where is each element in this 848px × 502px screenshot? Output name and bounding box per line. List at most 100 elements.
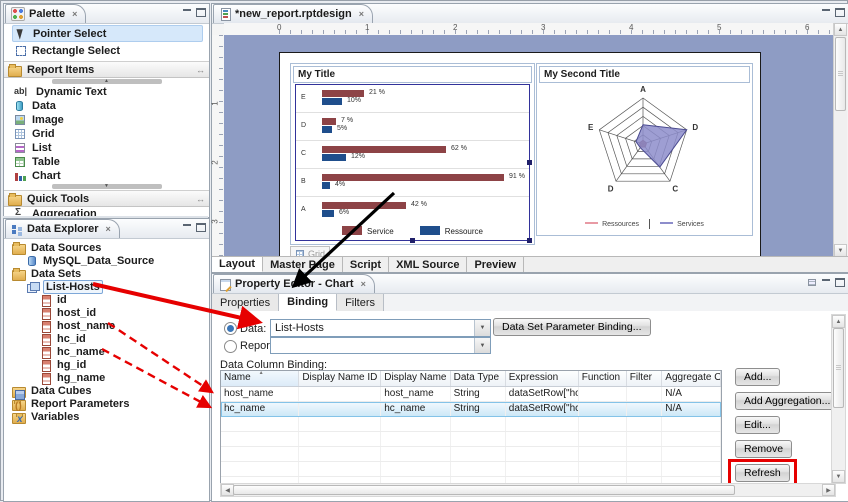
close-icon[interactable]: ×: [360, 278, 366, 289]
selection-handle[interactable]: [409, 238, 415, 243]
close-icon[interactable]: ×: [72, 8, 78, 19]
scroll-thumb[interactable]: [233, 485, 735, 495]
tree-item[interactable]: Data Sets: [4, 267, 209, 281]
column-header[interactable]: Display Name: [381, 371, 451, 386]
bar-chart-element[interactable]: My Title E 21 % 10% D 7 % 5% C 62 % 12% B 91 % 4% A 4…: [290, 63, 535, 245]
report-item-combo[interactable]: ▼: [270, 337, 491, 354]
chevron-down-icon[interactable]: ▼: [474, 338, 490, 353]
tree-item[interactable]: Variables: [4, 410, 209, 424]
tab-refresh[interactable]: Refresh: [735, 464, 790, 482]
property-editor-tab[interactable]: Property Editor - Chart ×: [213, 274, 375, 293]
palette-item[interactable]: Grid: [4, 127, 209, 141]
minimize-icon[interactable]: [821, 8, 831, 17]
pin-icon[interactable]: ↔: [196, 64, 205, 75]
maximize-icon[interactable]: [196, 8, 206, 17]
tab-edit[interactable]: Edit...: [735, 416, 780, 434]
maximize-icon[interactable]: [835, 8, 845, 17]
radar-chart-element[interactable]: My Second Title A D C D E Ressources Services: [536, 63, 753, 236]
selection-handle[interactable]: [527, 238, 532, 243]
pin-icon[interactable]: ↔: [196, 193, 205, 204]
tab-preview[interactable]: Preview: [467, 257, 525, 272]
tree-item[interactable]: Data Cubes: [4, 384, 209, 400]
scroll-thumb[interactable]: [833, 328, 844, 408]
report-item-radio[interactable]: [224, 340, 237, 353]
tab-add[interactable]: Add...: [735, 368, 781, 386]
editor-vertical-scrollbar[interactable]: ▲ ▼: [833, 23, 847, 257]
tab-layout[interactable]: Layout: [212, 257, 264, 272]
selection-handle[interactable]: [527, 159, 532, 165]
close-icon[interactable]: ×: [358, 8, 365, 19]
scroll-right-icon[interactable]: ▶: [822, 484, 835, 496]
column-header[interactable]: Data Type: [451, 371, 506, 386]
maximize-icon[interactable]: [196, 223, 206, 232]
tab-add-aggregation[interactable]: Add Aggregation...: [735, 392, 840, 410]
palette-item[interactable]: Data: [4, 99, 209, 113]
view-menu-icon[interactable]: [807, 278, 817, 287]
report-canvas[interactable]: My Title E 21 % 10% D 7 % 5% C 62 % 12% B 91 % 4% A 4…: [224, 35, 834, 257]
palette-item[interactable]: List: [4, 141, 209, 155]
close-icon[interactable]: ×: [105, 223, 111, 234]
column-header[interactable]: Name ▴: [221, 371, 300, 386]
tree-item[interactable]: List-Hosts: [4, 279, 209, 294]
editor-file-tab[interactable]: *new_report.rptdesign ×: [213, 4, 374, 23]
column-header[interactable]: Aggregate On: [662, 371, 721, 386]
column-header[interactable]: Display Name ID: [299, 371, 382, 386]
scroll-up-strip[interactable]: ▲: [4, 78, 209, 85]
minimize-icon[interactable]: [821, 278, 831, 287]
property-horizontal-scrollbar[interactable]: ◀ ▶: [220, 483, 836, 497]
maximize-icon[interactable]: [835, 278, 845, 287]
scroll-down-icon[interactable]: ▼: [832, 470, 845, 483]
tab-binding[interactable]: Binding: [279, 294, 338, 311]
tree-item[interactable]: hc_id: [4, 332, 209, 346]
tree-item[interactable]: host_name: [4, 319, 209, 333]
tab-xml-source[interactable]: XML Source: [389, 257, 468, 272]
palette-item[interactable]: Dynamic Text: [4, 85, 209, 99]
minimize-icon[interactable]: [182, 223, 192, 232]
tree-item[interactable]: hg_name: [4, 371, 209, 385]
report-page[interactable]: My Title E 21 % 10% D 7 % 5% C 62 % 12% B 91 % 4% A 4…: [279, 52, 761, 257]
data-column-binding-table[interactable]: Name ▴ Display Name ID Display Name Data Typ…: [220, 370, 722, 493]
chevron-down-icon[interactable]: ▼: [474, 320, 490, 336]
tab-properties[interactable]: Properties: [212, 294, 280, 311]
tree-item[interactable]: hg_id: [4, 358, 209, 372]
tree-item[interactable]: host_id: [4, 306, 209, 320]
panel-sash[interactable]: [3, 216, 208, 218]
table-row[interactable]: [221, 462, 721, 477]
column-header[interactable]: Function: [579, 371, 627, 386]
table-row[interactable]: host_namehost_nameStringdataSetRow["ho..…: [221, 387, 721, 402]
tree-item[interactable]: Report Parameters: [4, 397, 209, 411]
palette-tool[interactable]: Pointer Select: [12, 25, 203, 42]
palette-tab[interactable]: Palette ×: [5, 4, 87, 23]
palette-tool[interactable]: Rectangle Select: [12, 43, 203, 58]
data-explorer-tab[interactable]: Data Explorer ×: [5, 219, 120, 238]
palette-item[interactable]: Image: [4, 113, 209, 127]
scroll-down-strip[interactable]: ▼: [4, 183, 209, 190]
data-set-combo[interactable]: List-Hosts ▼: [270, 319, 491, 337]
column-header[interactable]: Expression: [506, 371, 579, 386]
section-report-items[interactable]: Report Items ↔: [4, 61, 209, 78]
minimize-icon[interactable]: [182, 8, 192, 17]
table-row[interactable]: [221, 417, 721, 432]
tab-remove[interactable]: Remove: [735, 440, 793, 458]
palette-item[interactable]: Table: [4, 155, 209, 169]
scroll-up-icon[interactable]: ▲: [832, 315, 845, 328]
tab-filters[interactable]: Filters: [337, 294, 385, 311]
tree-item[interactable]: hc_name: [4, 345, 209, 359]
table-row[interactable]: [221, 432, 721, 447]
section-quick-tools[interactable]: Quick Tools ↔: [4, 190, 209, 207]
tree-item[interactable]: Data Sources: [4, 241, 209, 255]
tree-item[interactable]: MySQL_Data_Source: [4, 254, 209, 267]
grid-icon: [14, 128, 26, 140]
column-header[interactable]: Filter: [627, 371, 663, 386]
table-row[interactable]: [221, 447, 721, 462]
palette-item[interactable]: Chart: [4, 169, 209, 183]
tab-script[interactable]: Script: [342, 257, 390, 272]
property-vertical-scrollbar[interactable]: ▲ ▼: [831, 314, 846, 484]
scroll-thumb[interactable]: [835, 37, 846, 111]
data-set-parameter-binding-button[interactable]: Data Set Parameter Binding...: [493, 318, 651, 336]
tree-item[interactable]: id: [4, 293, 209, 307]
tab-master-page[interactable]: Master Page: [263, 257, 343, 272]
scroll-up-icon[interactable]: ▲: [834, 23, 847, 36]
data-radio[interactable]: [224, 322, 237, 335]
